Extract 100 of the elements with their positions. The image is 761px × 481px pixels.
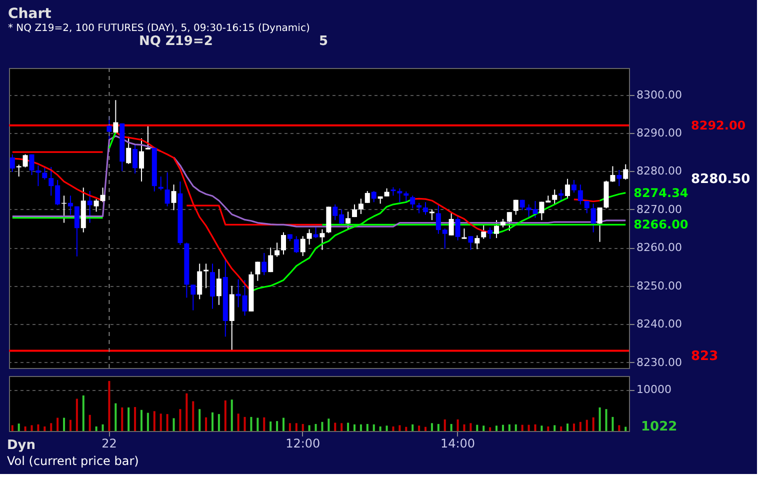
bar <box>44 426 46 431</box>
candlestick <box>145 124 150 150</box>
candlestick <box>584 199 590 214</box>
bar <box>11 425 14 431</box>
bar <box>146 412 149 431</box>
bar <box>321 422 324 431</box>
bar <box>463 424 466 431</box>
bar <box>450 424 452 431</box>
candlestick <box>126 136 132 164</box>
bar <box>528 424 530 431</box>
bar <box>314 424 317 431</box>
text: NQ Z19=2 <box>139 34 213 49</box>
bar <box>76 398 78 431</box>
bar <box>572 424 575 431</box>
bar <box>405 426 408 431</box>
bar <box>340 423 343 431</box>
bar <box>295 423 298 431</box>
bar <box>263 417 266 431</box>
bar <box>282 418 284 431</box>
candlestick <box>590 203 596 233</box>
ref-line-label: 8292.00 <box>691 118 746 132</box>
candlestick <box>132 144 138 174</box>
bar <box>56 418 59 431</box>
bar <box>288 423 291 431</box>
bar <box>437 424 440 431</box>
bar <box>140 410 142 431</box>
bar <box>354 424 356 431</box>
bar <box>540 426 543 431</box>
bar <box>328 418 330 431</box>
bar <box>37 424 40 431</box>
bar <box>554 425 556 431</box>
y-tick-label: 8270.00 <box>636 202 682 216</box>
bar <box>424 426 427 431</box>
bar <box>398 425 401 431</box>
bar <box>334 422 336 431</box>
bar <box>30 425 33 431</box>
candlestick <box>204 263 209 289</box>
text: 823 <box>691 349 718 364</box>
y-tick-label: 8280.00 <box>636 164 682 178</box>
bar <box>502 424 504 431</box>
chart-subtitle: * NQ Z19=2, 100 FUTURES (DAY), 5, 09:30-16:15 (Dynamic) <box>8 23 310 34</box>
bar <box>82 395 84 431</box>
bar <box>198 409 201 431</box>
bar <box>166 414 168 431</box>
bar <box>114 403 117 431</box>
bar <box>69 420 72 431</box>
bar <box>24 426 26 431</box>
bar <box>108 380 110 431</box>
bar <box>605 409 608 431</box>
bar <box>534 424 536 431</box>
candlestick <box>571 179 576 194</box>
text: 8280.50 <box>691 172 750 187</box>
candlestick <box>171 184 176 211</box>
bar <box>128 407 130 431</box>
bar <box>386 426 388 431</box>
y-tick-label: 8240.00 <box>636 318 682 331</box>
bar <box>456 419 459 431</box>
bar <box>347 422 350 431</box>
bar <box>276 421 278 431</box>
bar <box>366 424 368 431</box>
bar <box>256 418 259 431</box>
candlestick <box>197 263 202 300</box>
bar <box>444 419 446 431</box>
candlestick <box>578 184 583 205</box>
bar <box>244 416 246 431</box>
candlestick <box>623 164 628 180</box>
bar <box>63 418 66 431</box>
bar <box>392 426 394 431</box>
bar <box>598 407 601 431</box>
bar <box>489 427 492 431</box>
bar <box>521 424 524 431</box>
bar <box>237 414 240 431</box>
bar <box>372 424 375 431</box>
bar <box>172 418 175 431</box>
y-tick-label: 8290.00 <box>636 126 682 140</box>
bar <box>121 407 124 431</box>
bar <box>186 393 188 431</box>
candlestick <box>216 268 222 306</box>
bar <box>566 424 569 431</box>
bar <box>134 407 136 431</box>
bar <box>586 420 588 431</box>
candlestick <box>474 234 480 250</box>
y-tick-label: 8260.00 <box>636 241 682 254</box>
bar <box>230 400 233 431</box>
bar <box>211 412 214 431</box>
candlestick <box>138 138 144 182</box>
text: Vol (current price bar) <box>7 454 139 468</box>
y-tick-label: 8230.00 <box>636 356 682 369</box>
data-label: 8274.34 <box>634 186 688 200</box>
bar <box>508 424 510 431</box>
bar <box>18 424 20 431</box>
bar <box>379 426 382 431</box>
bar <box>179 409 182 431</box>
bar <box>250 416 252 431</box>
x-tick-label: 14:00 <box>440 436 476 450</box>
candlestick <box>597 206 602 242</box>
bar <box>192 401 194 431</box>
bar <box>430 423 433 431</box>
chart-title: Chart <box>8 6 52 22</box>
bar <box>496 426 498 431</box>
